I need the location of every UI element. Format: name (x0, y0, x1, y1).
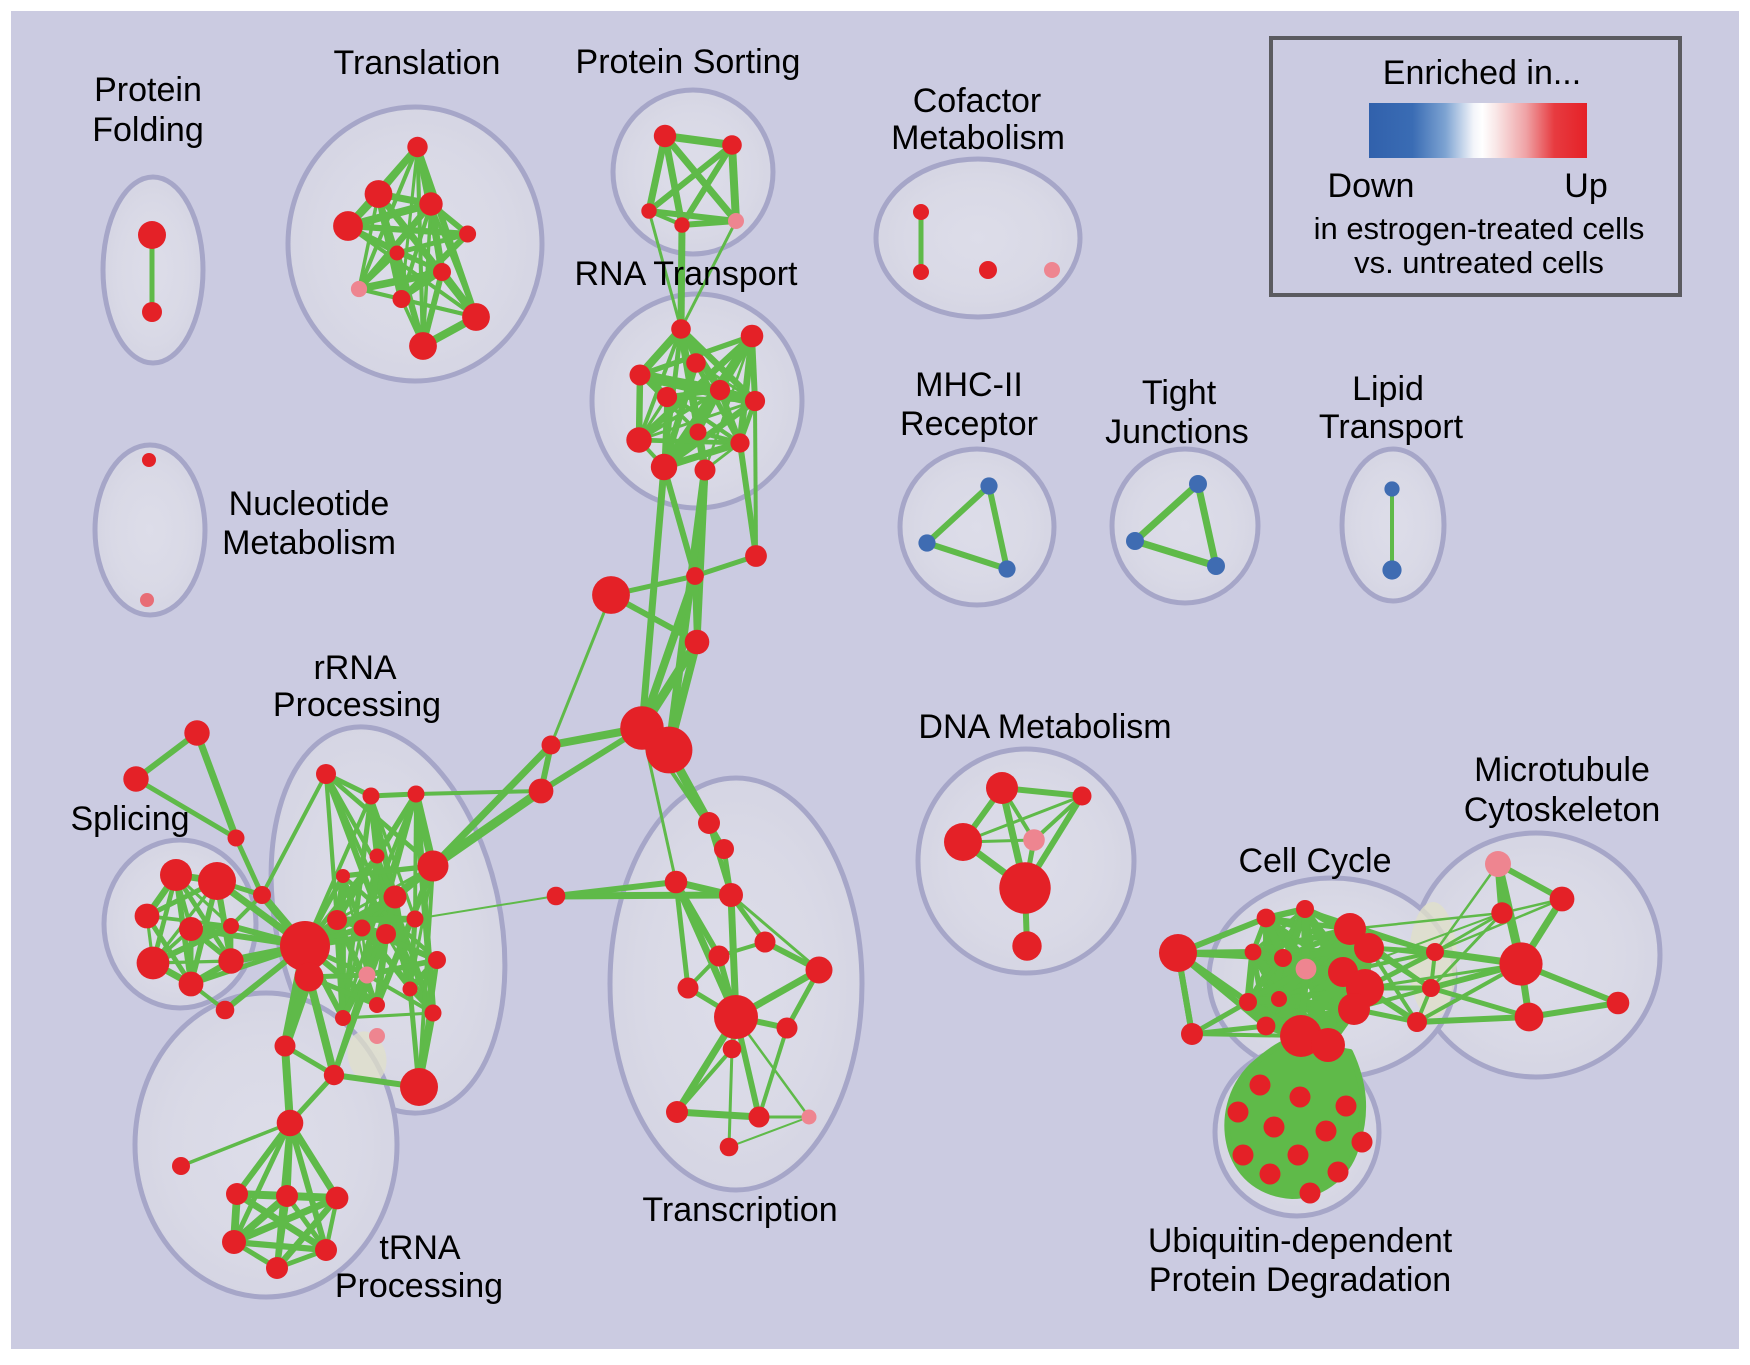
svg-text:Tight: Tight (1142, 374, 1217, 412)
svg-text:Transport: Transport (1319, 408, 1464, 446)
svg-text:rRNA: rRNA (313, 649, 396, 687)
svg-text:Nucleotide: Nucleotide (229, 485, 390, 523)
svg-text:Lipid: Lipid (1352, 370, 1424, 408)
svg-text:Metabolism: Metabolism (222, 524, 396, 562)
svg-text:DNA Metabolism: DNA Metabolism (918, 708, 1171, 746)
svg-text:Junctions: Junctions (1105, 413, 1249, 451)
svg-text:Protein Degradation: Protein Degradation (1149, 1261, 1451, 1299)
svg-text:RNA Transport: RNA Transport (575, 255, 799, 293)
svg-text:Receptor: Receptor (900, 405, 1038, 443)
svg-text:Processing: Processing (273, 686, 441, 724)
svg-text:Cytoskeleton: Cytoskeleton (1464, 791, 1661, 829)
svg-text:Cofactor: Cofactor (913, 82, 1042, 120)
svg-text:Up: Up (1564, 167, 1607, 205)
svg-text:Microtubule: Microtubule (1474, 751, 1650, 789)
svg-text:Translation: Translation (334, 44, 501, 82)
svg-text:in estrogen-treated cells: in estrogen-treated cells (1314, 211, 1645, 246)
svg-text:Transcription: Transcription (642, 1191, 837, 1229)
svg-text:Down: Down (1328, 167, 1415, 205)
svg-text:Protein Sorting: Protein Sorting (576, 43, 801, 81)
svg-text:vs. untreated cells: vs. untreated cells (1354, 245, 1604, 280)
svg-text:MHC-II: MHC-II (915, 366, 1023, 404)
svg-text:Metabolism: Metabolism (891, 119, 1065, 157)
svg-text:tRNA: tRNA (379, 1229, 461, 1267)
svg-text:Ubiquitin-dependent: Ubiquitin-dependent (1148, 1222, 1453, 1260)
svg-text:Cell Cycle: Cell Cycle (1238, 842, 1391, 880)
svg-text:Protein: Protein (94, 71, 202, 109)
svg-text:Folding: Folding (92, 111, 204, 149)
svg-text:Processing: Processing (335, 1267, 503, 1305)
svg-text:Enriched in...: Enriched in... (1383, 54, 1581, 92)
svg-text:Splicing: Splicing (70, 800, 189, 838)
